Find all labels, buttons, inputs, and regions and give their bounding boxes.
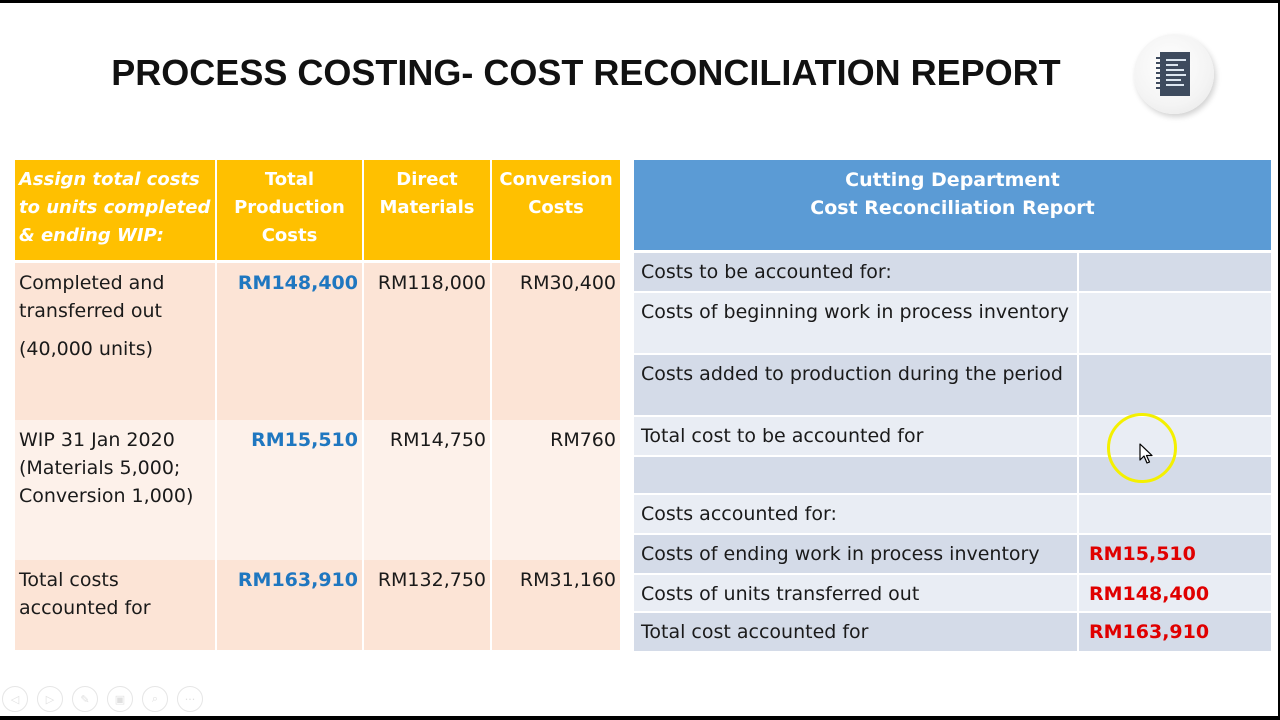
reconciliation-header: Cutting Department Cost Reconciliation R… (634, 160, 1271, 253)
table-header-row: Assign total costs to units completed & … (15, 160, 620, 263)
row-label (634, 457, 1079, 493)
conversion-value: RM31,160 (519, 569, 616, 591)
conversion-value: RM760 (550, 429, 616, 451)
table-row-empty (634, 457, 1271, 495)
row-value (1079, 293, 1271, 353)
more-options-button[interactable]: ··· (177, 686, 203, 712)
conversion-value: RM30,400 (519, 272, 616, 294)
total-value: RM148,400 (217, 263, 364, 420)
notebook-icon (1156, 52, 1190, 96)
notes-button[interactable] (1134, 34, 1214, 114)
total-value: RM15,510 (217, 420, 364, 560)
slide-title: PROCESS COSTING- COST RECONCILIATION REP… (111, 52, 1061, 93)
row-label: Costs accounted for: (634, 495, 1079, 533)
pen-icon: ✎ (80, 692, 90, 706)
header-assign: Assign total costs to units completed & … (15, 160, 217, 260)
table-row: Costs of ending work in process inventor… (634, 535, 1271, 575)
table-row: Costs accounted for: (634, 495, 1271, 535)
row-label: Total cost accounted for (634, 613, 1079, 651)
zoom-icon: ⌕ (151, 692, 159, 705)
row-label: WIP 31 Jan 2020 (Materials 5,000; Conver… (15, 420, 217, 560)
cursor-highlight-ring (1107, 413, 1177, 483)
table-row: Total costs accounted for RM163,910 RM13… (15, 560, 620, 650)
right-frame-border (1278, 0, 1280, 720)
zoom-button[interactable]: ⌕ (142, 686, 168, 712)
row-value (1079, 355, 1271, 415)
row-value: RM148,400 (1089, 583, 1210, 605)
row-label: Completed and transferred out (40,000 un… (15, 263, 217, 420)
row-label: Costs added to production during the per… (634, 355, 1079, 415)
row-note: (40,000 units) (19, 338, 154, 360)
table-row: Completed and transferred out (40,000 un… (15, 263, 620, 420)
materials-value: RM132,750 (364, 560, 492, 650)
slides-icon: ▣ (114, 692, 126, 706)
row-label: Costs of ending work in process inventor… (634, 535, 1079, 573)
row-value (1079, 457, 1271, 493)
top-frame-border (0, 0, 1280, 3)
row-label-text: Completed and transferred out (19, 272, 165, 322)
reconciliation-table: Cutting Department Cost Reconciliation R… (634, 160, 1271, 653)
header-total-production: Total Production Costs (217, 160, 364, 260)
table-row: Costs of beginning work in process inven… (634, 293, 1271, 355)
next-icon: ▷ (45, 692, 55, 706)
previous-icon: ◁ (10, 692, 20, 706)
row-label: Costs to be accounted for: (634, 253, 1079, 291)
previous-slide-button[interactable]: ◁ (2, 686, 28, 712)
materials-value: RM14,750 (364, 420, 492, 560)
more-icon: ··· (184, 692, 196, 706)
table-row: WIP 31 Jan 2020 (Materials 5,000; Conver… (15, 420, 620, 560)
header-direct-materials: Direct Materials (364, 160, 492, 260)
materials-value: RM118,000 (364, 263, 492, 420)
next-slide-button[interactable]: ▷ (37, 686, 63, 712)
row-label: Total cost to be accounted for (634, 417, 1079, 455)
table-row: Costs added to production during the per… (634, 355, 1271, 417)
slides-button[interactable]: ▣ (107, 686, 133, 712)
row-label: Costs of beginning work in process inven… (634, 293, 1079, 353)
row-value (1079, 253, 1271, 291)
table-row: Total cost accounted for RM163,910 (634, 613, 1271, 653)
slideshow-controls: ◁ ▷ ✎ ▣ ⌕ ··· (2, 686, 203, 712)
department-title: Cutting Department (845, 169, 1060, 191)
pen-button[interactable]: ✎ (72, 686, 98, 712)
row-label: Costs of units transferred out (634, 575, 1079, 611)
cost-assignment-table: Assign total costs to units completed & … (15, 160, 620, 650)
row-value (1079, 495, 1271, 533)
mouse-pointer-icon (1139, 443, 1153, 464)
row-label: Total costs accounted for (15, 560, 217, 650)
total-value: RM163,910 (217, 560, 364, 650)
bottom-frame-border (0, 716, 1280, 720)
table-row: Costs of units transferred out RM148,400 (634, 575, 1271, 613)
table-row: Costs to be accounted for: (634, 253, 1271, 293)
header-conversion: Conversion Costs (499, 169, 613, 218)
report-title: Cost Reconciliation Report (810, 197, 1095, 219)
row-value: RM163,910 (1089, 621, 1210, 643)
row-value: RM15,510 (1089, 543, 1196, 565)
